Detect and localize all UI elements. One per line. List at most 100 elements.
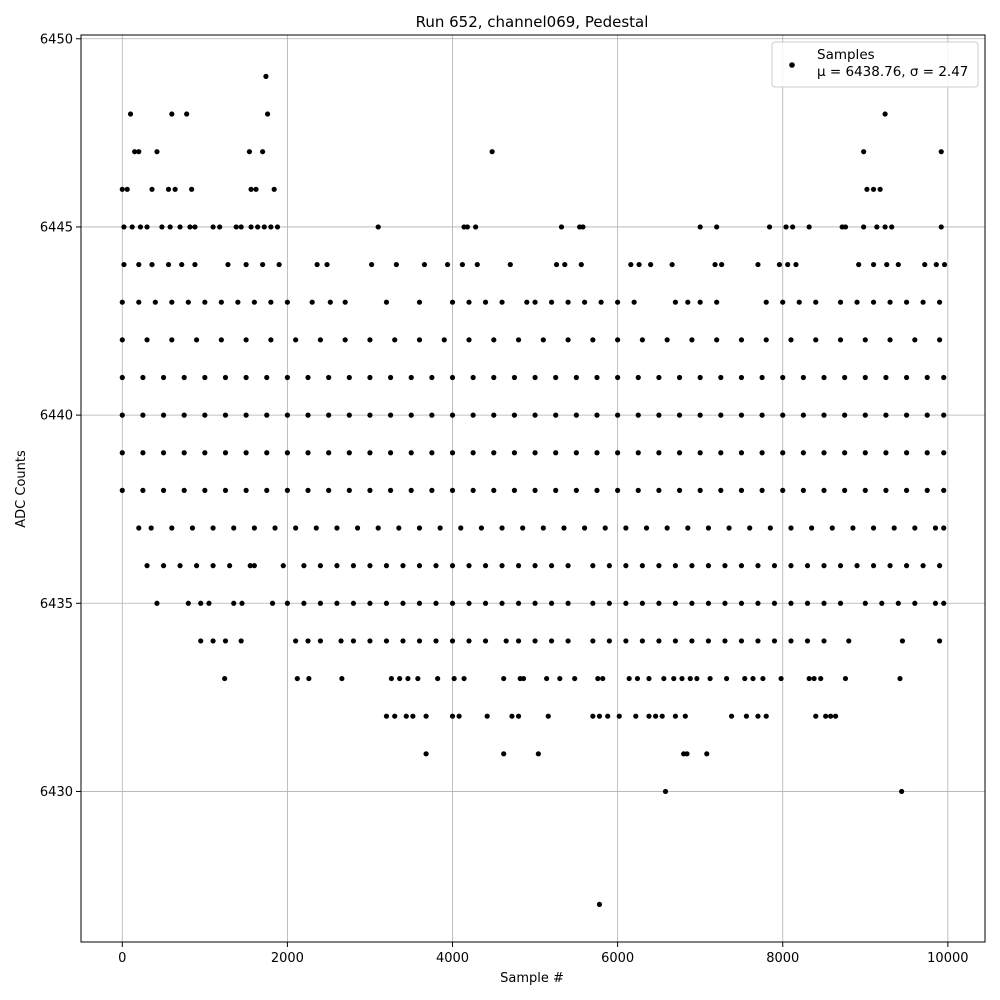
sample-point xyxy=(726,525,732,531)
sample-point xyxy=(780,450,786,456)
sample-point xyxy=(631,299,637,305)
sample-point xyxy=(233,224,239,230)
sample-point xyxy=(350,638,357,644)
sample-point xyxy=(615,337,621,343)
sample-point xyxy=(648,261,654,268)
sample-point xyxy=(809,525,815,531)
sample-point xyxy=(478,525,485,531)
sample-point xyxy=(202,299,208,305)
sample-point xyxy=(897,675,903,682)
sample-point xyxy=(553,450,559,456)
sample-point xyxy=(821,563,827,569)
sample-point xyxy=(780,412,786,418)
sample-point xyxy=(470,450,476,456)
sample-point xyxy=(594,412,600,418)
sample-point xyxy=(202,412,208,418)
sample-point xyxy=(877,186,883,192)
sample-point xyxy=(842,450,848,456)
sample-point xyxy=(346,412,352,418)
sample-point xyxy=(263,73,269,79)
x-tick-label: 2000 xyxy=(271,951,304,966)
sample-point xyxy=(416,563,423,569)
sample-point xyxy=(793,261,799,268)
sample-point xyxy=(813,713,819,719)
sample-point xyxy=(705,600,712,606)
y-tick-label: 6450 xyxy=(40,32,73,47)
sample-point xyxy=(821,600,827,606)
sample-point xyxy=(416,525,423,531)
sample-point xyxy=(685,525,691,531)
sample-point xyxy=(870,261,877,268)
sample-point xyxy=(889,224,895,230)
sample-point xyxy=(722,563,728,569)
sample-point xyxy=(659,713,665,719)
sample-point xyxy=(280,563,286,569)
sample-point xyxy=(264,487,270,493)
sample-point xyxy=(222,412,229,418)
sample-point xyxy=(828,713,834,719)
sample-point xyxy=(181,487,187,493)
sample-point xyxy=(581,299,588,305)
sample-point xyxy=(247,563,253,569)
sample-point xyxy=(804,638,811,644)
sample-point xyxy=(689,638,695,644)
sample-point xyxy=(261,224,267,230)
legend-label: Samples xyxy=(817,47,875,63)
sample-point xyxy=(785,261,791,268)
sample-point xyxy=(936,299,943,305)
sample-point xyxy=(818,675,824,682)
sample-point xyxy=(728,713,735,719)
sample-point xyxy=(553,261,560,268)
sample-point xyxy=(887,563,893,569)
sample-point xyxy=(342,337,348,343)
sample-point xyxy=(429,450,435,456)
sample-point xyxy=(861,149,867,155)
sample-point xyxy=(317,563,324,569)
sample-point xyxy=(416,337,423,343)
sample-point xyxy=(324,261,330,268)
sample-point xyxy=(206,600,212,606)
sample-point xyxy=(938,149,944,155)
sample-point xyxy=(705,525,712,531)
sample-point xyxy=(903,563,910,569)
sample-point xyxy=(755,713,761,719)
sample-point xyxy=(595,675,601,682)
sample-point xyxy=(633,713,639,719)
sample-point xyxy=(140,374,146,381)
sample-point xyxy=(169,337,175,343)
sample-point xyxy=(687,675,693,682)
sample-point xyxy=(932,600,939,606)
sample-point xyxy=(705,638,712,644)
sample-point xyxy=(301,563,307,569)
sample-point xyxy=(140,450,146,456)
sample-point xyxy=(837,563,844,569)
sample-point xyxy=(759,412,765,418)
sample-point xyxy=(222,675,228,682)
sample-point xyxy=(393,261,399,268)
sample-point xyxy=(264,450,270,456)
chart-title: Run 652, channel069, Pedestal xyxy=(416,13,649,31)
sample-point xyxy=(790,224,796,230)
sample-point xyxy=(383,713,390,719)
sample-point xyxy=(912,525,918,531)
sample-point xyxy=(800,487,806,493)
sample-point xyxy=(540,525,546,531)
sample-point xyxy=(561,525,567,531)
sample-point xyxy=(832,713,839,719)
sample-point xyxy=(800,450,806,456)
sample-point xyxy=(738,487,745,493)
sample-point xyxy=(846,638,852,644)
sample-point xyxy=(235,299,241,305)
sample-point xyxy=(181,450,187,456)
sample-point xyxy=(626,675,632,682)
sample-point xyxy=(255,224,261,230)
sample-point xyxy=(924,374,930,381)
sample-point xyxy=(423,713,429,719)
sample-point xyxy=(862,412,868,418)
sample-point xyxy=(515,638,522,644)
sample-point xyxy=(548,299,555,305)
sample-point xyxy=(639,563,645,569)
sample-point xyxy=(306,675,312,682)
sample-point xyxy=(671,675,677,682)
sample-point xyxy=(119,450,125,456)
